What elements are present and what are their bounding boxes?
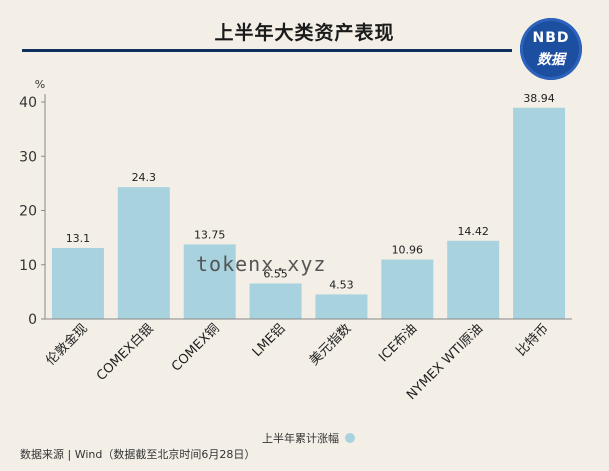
chart-title: 上半年大类资产表现 <box>214 22 395 44</box>
x-category-label: ICE布油 <box>376 321 420 365</box>
bar <box>513 107 566 319</box>
title-underline <box>22 49 512 52</box>
logo-text-top: NBD <box>532 30 570 46</box>
bars: 13.1 24.3 13.75 6.55 4.53 10.96 14.42 38.94 <box>51 92 566 319</box>
x-category-label: COMEX铜 <box>169 321 222 374</box>
legend: 上半年累计涨幅 <box>262 430 355 446</box>
y-axis-unit: % <box>35 78 45 91</box>
bar-value-label: 13.75 <box>194 228 226 241</box>
y-axis: % 0 10 20 30 40 <box>19 78 46 328</box>
legend-label: 上半年累计涨幅 <box>262 432 339 445</box>
bar <box>249 283 302 319</box>
bar-value-label: 13.1 <box>66 232 91 245</box>
bar <box>447 240 500 319</box>
nbd-logo: NBD 数据 <box>520 18 582 80</box>
data-source-note: 数据来源 | Wind（数据截至北京时间6月28日） <box>20 448 256 461</box>
y-tick-label: 40 <box>19 95 37 111</box>
bar <box>183 244 236 319</box>
bar-value-label: 6.55 <box>263 267 288 280</box>
y-tick-label: 0 <box>28 312 37 328</box>
legend-swatch <box>345 433 355 443</box>
x-category-label: 比特币 <box>514 321 552 359</box>
y-tick-label: 10 <box>19 258 37 274</box>
logo-text-bottom: 数据 <box>537 52 565 68</box>
bar-value-label: 10.96 <box>392 244 424 257</box>
x-category-label: 美元指数 <box>307 321 354 368</box>
bar-value-label: 14.42 <box>457 225 489 238</box>
y-tick-label: 30 <box>19 149 37 165</box>
x-category-label: COMEX白银 <box>93 321 156 384</box>
bar-value-label: 38.94 <box>523 92 555 105</box>
bar <box>315 294 368 319</box>
x-category-label: 伦敦金现 <box>43 321 91 369</box>
x-category-label: LME铝 <box>250 321 289 360</box>
bar <box>51 247 104 319</box>
bar <box>117 187 170 319</box>
bar <box>381 259 434 319</box>
bar-value-label: 4.53 <box>329 278 354 291</box>
bar-value-label: 24.3 <box>132 171 157 184</box>
y-tick-label: 20 <box>19 204 37 220</box>
watermark-text: tokenx.xyz <box>196 252 327 276</box>
